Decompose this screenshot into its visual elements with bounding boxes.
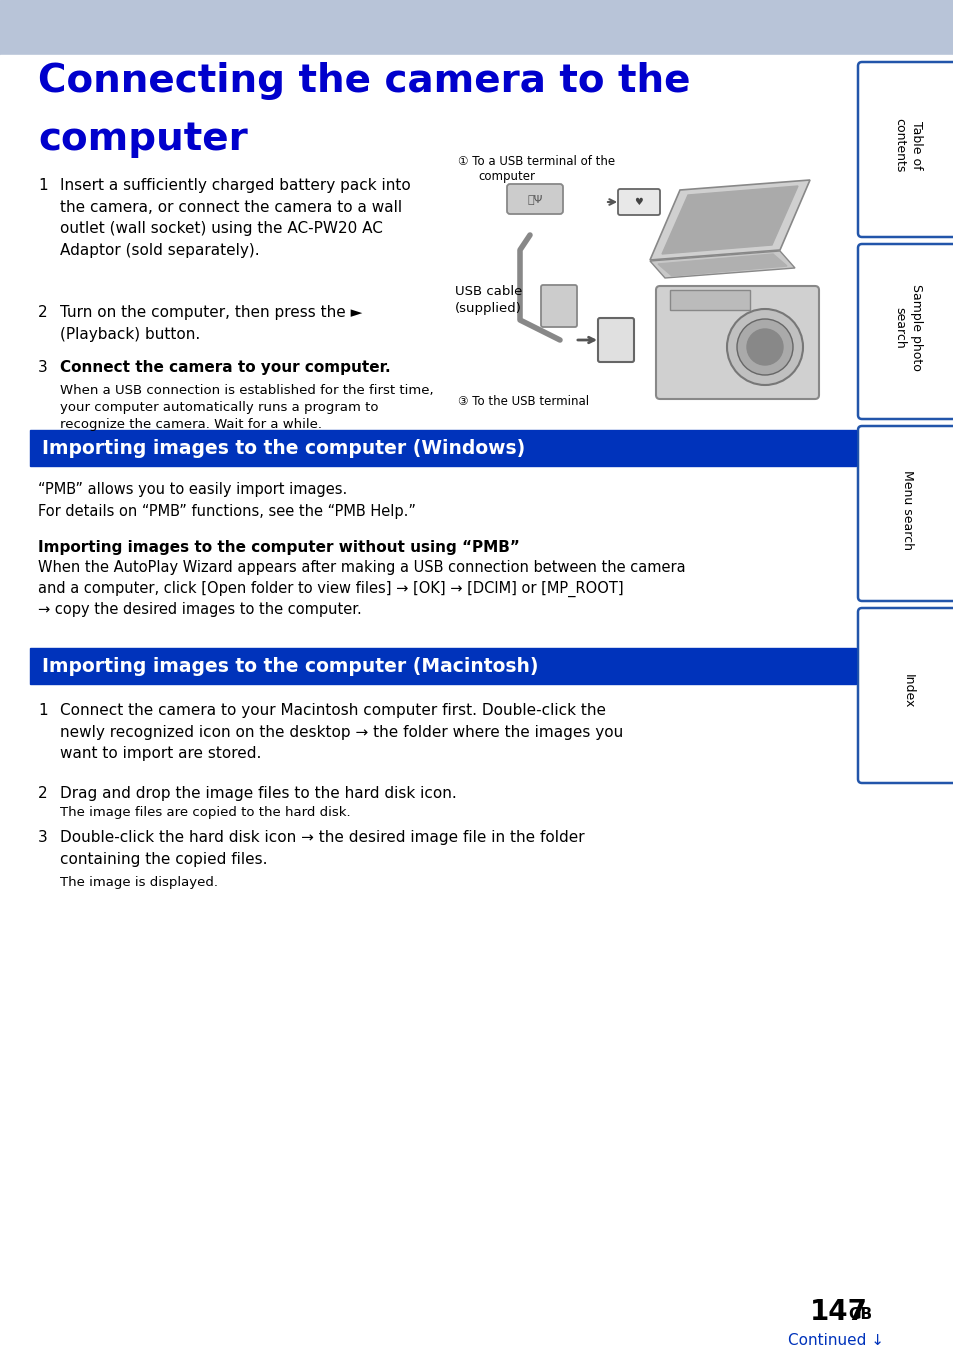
- Text: 3: 3: [38, 830, 48, 845]
- Polygon shape: [649, 180, 809, 261]
- FancyBboxPatch shape: [857, 244, 953, 419]
- Text: Sample photo
search: Sample photo search: [892, 284, 923, 370]
- FancyBboxPatch shape: [857, 426, 953, 601]
- Circle shape: [726, 309, 802, 385]
- Text: ⎕Ψ: ⎕Ψ: [527, 194, 542, 204]
- Bar: [30, 649, 855, 684]
- Circle shape: [737, 319, 792, 375]
- Text: Importing images to the computer without using “PMB”: Importing images to the computer without…: [38, 540, 519, 555]
- Text: Menu search: Menu search: [901, 470, 914, 550]
- Text: 1: 1: [38, 178, 48, 193]
- FancyBboxPatch shape: [857, 608, 953, 783]
- FancyBboxPatch shape: [857, 62, 953, 237]
- Bar: [0, 0, 953, 56]
- Text: Turn on the computer, then press the ►
(Playback) button.: Turn on the computer, then press the ► (…: [60, 305, 362, 342]
- Text: computer: computer: [38, 119, 248, 157]
- Text: 2: 2: [38, 305, 48, 320]
- Circle shape: [746, 328, 782, 365]
- Text: ③ To the USB terminal: ③ To the USB terminal: [457, 395, 589, 408]
- Text: Double-click the hard disk icon → the desired image file in the folder
containin: Double-click the hard disk icon → the de…: [60, 830, 584, 867]
- Text: USB cable
(supplied): USB cable (supplied): [455, 285, 522, 315]
- FancyBboxPatch shape: [598, 318, 634, 362]
- Text: Connect the camera to your Macintosh computer first. Double-click the
newly reco: Connect the camera to your Macintosh com…: [60, 703, 622, 761]
- Text: When a USB connection is established for the first time,
your computer automatic: When a USB connection is established for…: [60, 384, 434, 432]
- Text: 3: 3: [38, 360, 48, 375]
- Text: 1: 1: [38, 703, 48, 718]
- Text: The image files are copied to the hard disk.: The image files are copied to the hard d…: [60, 806, 351, 820]
- Text: Drag and drop the image files to the hard disk icon.: Drag and drop the image files to the har…: [60, 786, 456, 801]
- Text: 147: 147: [809, 1299, 867, 1326]
- Text: Importing images to the computer (Macintosh): Importing images to the computer (Macint…: [42, 657, 537, 676]
- Text: ♥: ♥: [634, 197, 642, 208]
- Text: ① To a USB terminal of the: ① To a USB terminal of the: [457, 155, 615, 168]
- FancyBboxPatch shape: [656, 286, 818, 399]
- Polygon shape: [649, 251, 794, 278]
- Text: GB: GB: [847, 1307, 871, 1322]
- Text: When the AutoPlay Wizard appears after making a USB connection between the camer: When the AutoPlay Wizard appears after m…: [38, 560, 685, 617]
- Text: Connect the camera to your computer.: Connect the camera to your computer.: [60, 360, 390, 375]
- Bar: [669, 290, 749, 309]
- Bar: [30, 430, 855, 465]
- Text: Connecting the camera to the: Connecting the camera to the: [38, 62, 690, 100]
- FancyBboxPatch shape: [506, 185, 562, 214]
- Polygon shape: [661, 186, 797, 254]
- Text: “PMB” allows you to easily import images.
For details on “PMB” functions, see th: “PMB” allows you to easily import images…: [38, 482, 416, 518]
- Text: Table of
contents: Table of contents: [892, 118, 923, 172]
- Text: Importing images to the computer (Windows): Importing images to the computer (Window…: [42, 438, 525, 457]
- Text: Insert a sufficiently charged battery pack into
the camera, or connect the camer: Insert a sufficiently charged battery pa…: [60, 178, 411, 258]
- Text: 2: 2: [38, 786, 48, 801]
- FancyBboxPatch shape: [618, 189, 659, 214]
- Text: The image is displayed.: The image is displayed.: [60, 877, 218, 889]
- Text: Index: Index: [901, 674, 914, 708]
- FancyBboxPatch shape: [540, 285, 577, 327]
- Text: computer: computer: [477, 170, 535, 183]
- Text: Continued ↓: Continued ↓: [787, 1333, 883, 1348]
- Polygon shape: [658, 254, 786, 275]
